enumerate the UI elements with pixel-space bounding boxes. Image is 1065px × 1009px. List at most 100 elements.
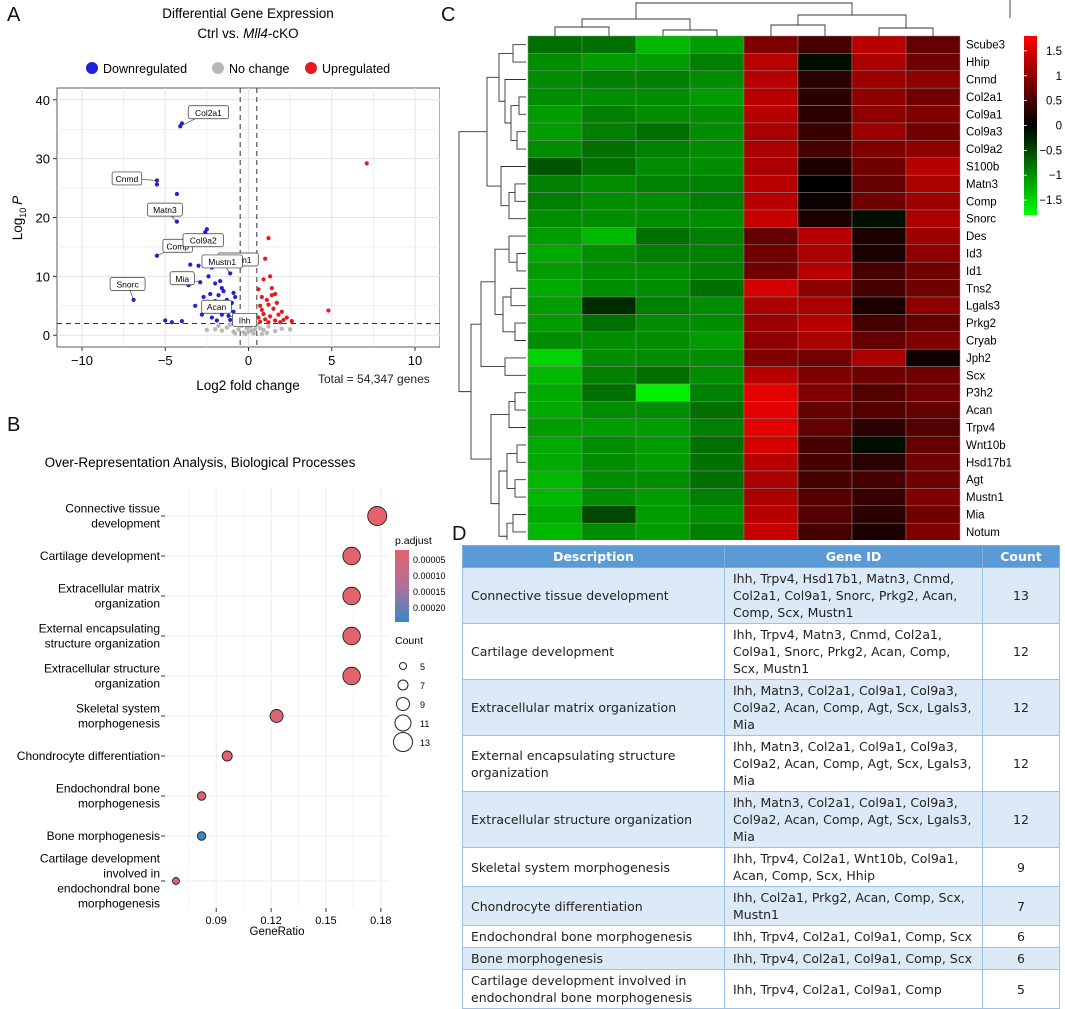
heatmap-cell [635,53,691,72]
point-upregulated [326,308,331,313]
table-cell-description: Connective tissue development [462,567,725,624]
heatmap-cell [581,314,637,333]
heatmap-cell [581,105,637,124]
ora-term-label: Bone morphogenesis [47,829,160,843]
heatmap-row-label: Id3 [966,249,982,261]
heatmap-cell [743,174,799,193]
count-legend-label: 7 [420,681,425,691]
padjust-colorbar [395,550,409,622]
heatmap-cell [527,174,583,193]
legend-label: Downregulated [103,62,187,76]
heatmap-cell [527,70,583,89]
heatmap-cell [581,227,637,246]
heatmap-cell [581,401,637,420]
table-cell-description: Chondrocyte differentiation [462,886,725,926]
heatmap-cell [581,418,637,437]
heatmap-cell [743,261,799,280]
heatmap-cell [851,522,907,540]
point-downregulated [208,291,213,297]
heatmap-cell [689,366,745,385]
point-nochange [227,322,233,327]
heatmap-colorbar [1024,36,1037,215]
heatmap-cell [905,70,961,89]
volcano-ylabel: Log10 P [10,196,28,241]
heatmap-cell [581,331,637,350]
point-upregulated [271,306,276,311]
table-cell-count: 5 [982,969,1060,1009]
row-dendro-link [490,414,509,505]
heatmap-cell [689,314,745,333]
heatmap-cell [689,418,745,437]
point-downregulated [233,294,238,300]
heatmap-cell [635,244,691,263]
row-dendrogram [458,44,526,540]
heatmap-cell [797,470,853,489]
point-nochange [236,327,241,332]
point-upregulated [256,287,261,292]
count-legend-title: Count [395,635,423,647]
col-dendro-link [635,2,853,19]
count-legend-label: 9 [420,700,425,710]
table-cell-count: 12 [982,623,1060,680]
gene-label: Col2a1 [195,108,222,118]
heatmap-cell [581,122,637,141]
point-nochange [259,331,265,337]
volcano-ylabel-p: P [10,196,25,205]
heatmap-cell [527,261,583,280]
heatmap-cell [689,174,745,193]
panel-letter-b: B [7,414,21,436]
x-tick-label: 10 [408,353,422,368]
heatmap-row-label: Agt [966,475,984,487]
legend-marker [305,62,317,74]
heatmap-cell [689,488,745,507]
point-upregulated [273,318,278,323]
heatmap-row-label: Cnmd [966,75,997,87]
heatmap-cell [689,470,745,489]
heatmap-cell [905,435,961,454]
heatmap-cell [797,87,853,106]
row-dendro-link [516,131,526,150]
heatmap-cell [527,470,583,489]
heatmap-row-label: Hhip [966,57,990,69]
heatmap-cell [635,314,691,333]
heatmap-cell [527,140,583,159]
heatmap-cell [797,209,853,228]
point-downregulated [218,278,223,284]
ora-dot [172,877,180,885]
row-dendro-link [508,235,526,263]
heatmap-cell [581,435,637,454]
ora-term-label: morphogenesis [78,897,160,911]
volcano-plot: Differential Gene Expression Ctrl vs. Ml… [10,6,440,393]
heatmap-cell [905,331,961,350]
volcano-title-suffix: -cKO [268,26,299,41]
table-cell-genes: Ihh, Matn3, Col2a1, Col9a1, Col9a3, Col9… [724,679,983,736]
legend-label: Upregulated [322,62,390,76]
heatmap-cell [689,122,745,141]
col-dendro-link [797,14,907,28]
heatmap-cell [581,53,637,72]
table-row: Extracellular matrix organization Ihh, Ma… [462,679,1060,736]
ora-term-label: Endochondral bone [56,782,160,796]
padjust-tick-label: 0.00010 [413,571,446,581]
ora-term-label: Connective tissue [65,502,160,516]
row-dendro-link [480,281,505,368]
table-row: Endochondral bone morphogenesis Ihh, Trpv… [462,925,1060,948]
heatmap-cell [743,401,799,420]
heatmap-cell [581,35,637,54]
heatmap-cell [743,244,799,263]
point-upregulated [281,317,286,323]
heatmap-cell [635,488,691,507]
table-cell-count: 9 [982,847,1060,887]
heatmap-cell [527,157,583,176]
ora-term-label: involved in [103,867,160,881]
heatmap-cell [797,296,853,315]
ora-term-label: morphogenesis [78,717,160,731]
row-dendro-link [494,248,509,315]
row-dendro-link [508,192,526,220]
heatmap-cell [905,122,961,141]
heatmap-cell [635,296,691,315]
heatmap-cell [743,522,799,540]
table-cell-count: 7 [982,886,1060,926]
heatmap-cell [689,279,745,298]
point-upregulated [279,309,284,314]
